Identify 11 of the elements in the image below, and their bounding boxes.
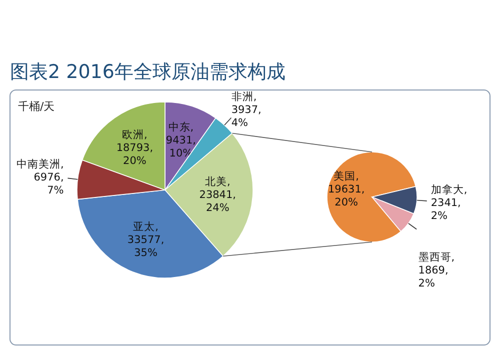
chart-title: 图表2 2016年全球原油需求构成 — [10, 61, 286, 83]
slice-label: 中南美洲, 6976, 7% — [16, 158, 64, 197]
slice-label: 墨西哥, 1869, 2% — [418, 251, 455, 290]
pie-slice — [326, 152, 416, 242]
slice-label: 非洲, 3937, 4% — [231, 90, 262, 129]
slice-label: 欧洲, 18793, 20% — [116, 128, 154, 167]
slice-label: 北美, 23841, 24% — [199, 174, 236, 214]
slice-label: 加拿大, 2341, 2% — [430, 182, 468, 222]
slice-label: 亚太, 33577, 35% — [127, 220, 164, 260]
slice-label: 美国, 19631, 20% — [328, 170, 365, 209]
text: 千桶/天 — [18, 100, 55, 113]
